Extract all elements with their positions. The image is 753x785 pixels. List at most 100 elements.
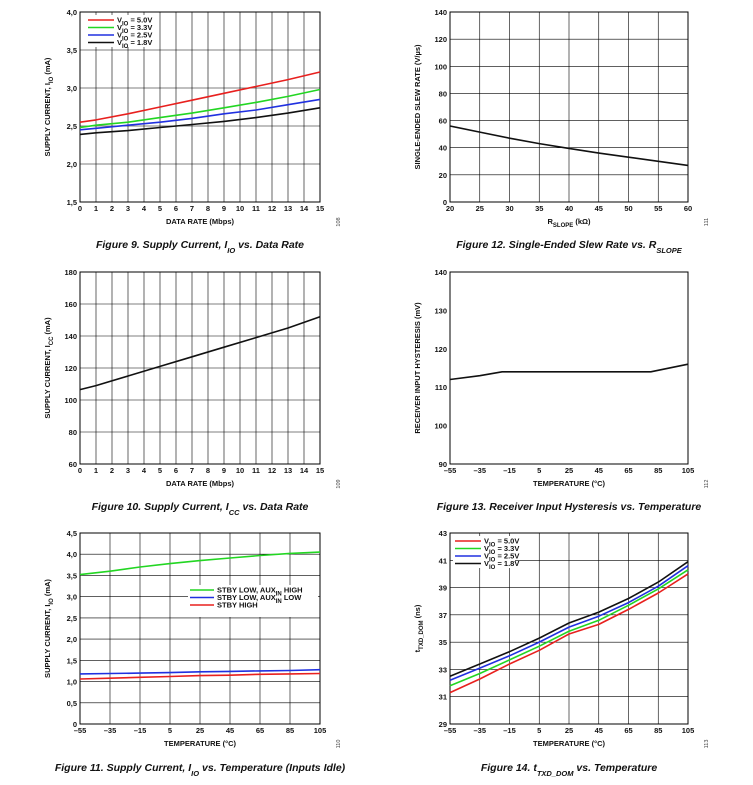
y-tick-label: 4,5 [67, 529, 77, 538]
series-line-1 [449, 573, 689, 694]
x-tick-label: 3 [126, 466, 130, 475]
y-tick-label: 2,0 [67, 635, 77, 644]
y-tick-label: 33 [439, 665, 447, 674]
plot-frame [449, 532, 689, 725]
y-tick-label: 100 [434, 422, 447, 431]
x-tick-label: 8 [206, 204, 210, 213]
x-tick-label: –55 [444, 726, 457, 735]
series-line-2 [79, 668, 321, 675]
x-tick-label: 9 [222, 466, 226, 475]
y-tick-label: 120 [434, 345, 447, 354]
legend-entry: VIO = 5.0V [484, 537, 519, 549]
plot-frame [79, 271, 321, 465]
x-tick-label: 20 [446, 204, 454, 213]
x-tick-label: 5 [168, 726, 172, 735]
x-tick-label: 12 [268, 466, 276, 475]
y-tick-label: 2,5 [67, 122, 77, 131]
y-tick-label: 43 [439, 529, 447, 538]
y-tick-label: 3,5 [67, 571, 77, 580]
x-tick-label: 0 [78, 204, 82, 213]
y-tick-label: 31 [439, 693, 447, 702]
x-tick-label: 5 [537, 466, 541, 475]
legend-entry: VIO = 5.0V [117, 16, 152, 28]
y-tick-label: 1,5 [67, 656, 77, 665]
figure-caption: Figure 11. Supply Current, IIO vs. Tempe… [55, 762, 346, 778]
x-tick-label: 6 [174, 204, 178, 213]
figure-id: 113 [704, 740, 710, 749]
y-tick-label: 0 [443, 198, 447, 207]
x-tick-label: 14 [300, 204, 309, 213]
y-tick-label: 3,5 [67, 46, 77, 55]
y-tick-label: 29 [439, 720, 447, 729]
y-tick-label: 100 [64, 396, 77, 405]
x-tick-label: 7 [190, 204, 194, 213]
chart-fig13: –55 –35 –15 5 25 45 65 85 105 90 100 110 120 130 140 TE… [413, 268, 710, 513]
x-tick-label: 5 [158, 204, 162, 213]
x-tick-label: 85 [654, 466, 662, 475]
y-tick-label: 4,0 [67, 550, 77, 559]
x-tick-label: 8 [206, 466, 210, 475]
x-tick-label: 105 [682, 466, 695, 475]
x-tick-label: 65 [624, 726, 632, 735]
y-axis-label: SUPPLY CURRENT, ICC (mA) [43, 317, 55, 419]
series-line-1 [79, 551, 321, 576]
x-axis-label: DATA RATE (Mbps) [166, 479, 235, 488]
y-tick-label: 80 [69, 428, 77, 437]
x-tick-label: 45 [226, 726, 234, 735]
plot-frame [449, 11, 689, 203]
y-tick-label: 60 [69, 460, 77, 469]
x-tick-label: 1 [94, 466, 98, 475]
x-tick-label: 65 [256, 726, 264, 735]
x-tick-label: 50 [624, 204, 632, 213]
y-tick-label: 180 [64, 268, 77, 277]
y-axis-label: SINGLE-ENDED SLEW RATE (V/µs) [413, 44, 422, 170]
legend-entry: STBY LOW, AUXIN LOW [217, 593, 302, 605]
y-tick-label: 80 [439, 89, 447, 98]
y-tick-label: 90 [439, 460, 447, 469]
x-tick-label: 13 [284, 466, 292, 475]
legend-entry: VIO = 2.5V [117, 31, 152, 43]
x-tick-label: 25 [565, 726, 573, 735]
x-tick-label: 2 [110, 466, 114, 475]
x-tick-label: 45 [595, 726, 603, 735]
x-tick-label: –55 [74, 726, 87, 735]
x-tick-label: 4 [142, 466, 147, 475]
x-axis-label: TEMPERATURE (°C) [164, 739, 237, 748]
x-axis-label: TEMPERATURE (°C) [533, 479, 606, 488]
x-tick-label: 35 [535, 204, 543, 213]
x-tick-label: 15 [316, 204, 324, 213]
figure-id: 111 [704, 218, 710, 226]
x-tick-label: 30 [505, 204, 513, 213]
chart-fig10: 0 1 2 3 4 5 6 7 8 9 10 11 12 13 14 15608010012014016018… [43, 268, 342, 517]
legend-entry: STBY LOW, AUXIN HIGH [217, 586, 303, 598]
figure-id: 110 [336, 740, 342, 749]
x-tick-label: 85 [654, 726, 662, 735]
x-tick-label: –35 [473, 466, 486, 475]
plot-frame [79, 532, 321, 725]
series-line-3 [449, 565, 689, 682]
y-tick-label: 20 [439, 171, 447, 180]
y-tick-label: 3,0 [67, 593, 77, 602]
y-tick-label: 3,0 [67, 84, 77, 93]
x-tick-label: 65 [624, 466, 632, 475]
x-tick-label: 10 [236, 466, 244, 475]
series-line-1 [449, 363, 689, 381]
chart-fig14: –55 –35 –15 5 25 45 65 85 105 29 31 33 35 37 39 41 43 TEM… [413, 529, 710, 778]
series-line-3 [79, 672, 321, 680]
x-tick-label: 40 [565, 204, 573, 213]
y-tick-label: 2,5 [67, 614, 77, 623]
x-tick-label: 105 [682, 726, 695, 735]
x-tick-label: 2 [110, 204, 114, 213]
y-axis-label: tTXD_DOM (ns) [413, 604, 425, 652]
series-line-4 [449, 561, 689, 678]
y-tick-label: 2,0 [67, 160, 77, 169]
chart-fig9: 0 1 2 3 4 5 6 7 8 9 10 11 12 13 14 151,52,02,53,03,54,0… [43, 8, 342, 255]
legend-entry: VIO = 3.3V [117, 23, 152, 35]
series-line-1 [79, 316, 321, 391]
y-tick-label: 120 [64, 364, 77, 373]
x-tick-label: 25 [476, 204, 484, 213]
y-tick-label: 120 [434, 35, 447, 44]
y-axis-label: SUPPLY CURRENT, IIO (mA) [43, 579, 55, 678]
x-tick-label: –55 [444, 466, 457, 475]
